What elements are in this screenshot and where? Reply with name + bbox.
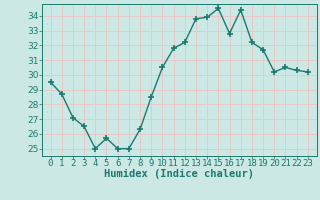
- X-axis label: Humidex (Indice chaleur): Humidex (Indice chaleur): [104, 169, 254, 179]
